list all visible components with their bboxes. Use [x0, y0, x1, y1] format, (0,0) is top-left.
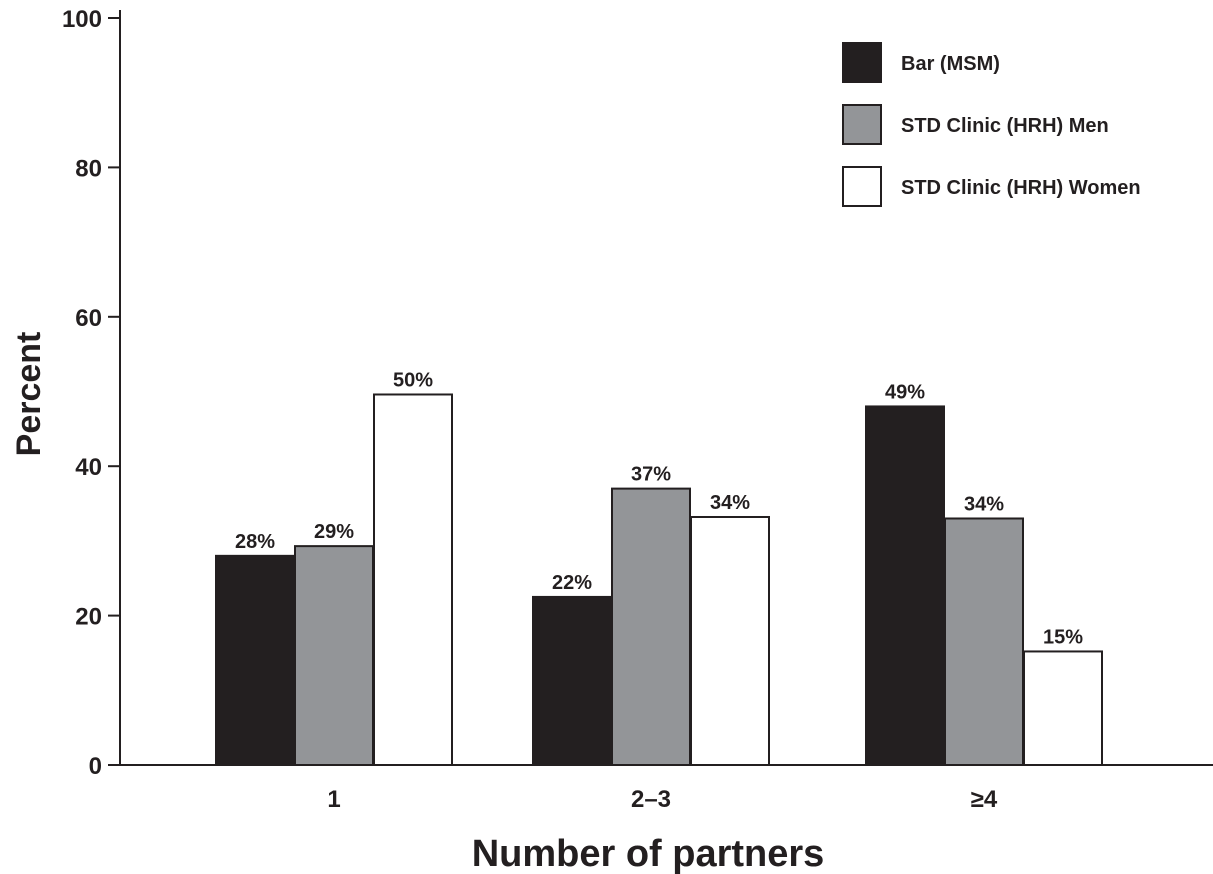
y-tick-label: 20 — [75, 604, 102, 631]
y-tick-label: 40 — [75, 454, 102, 481]
bar — [944, 517, 1024, 766]
y-tick-label: 0 — [89, 753, 102, 780]
y-tick-label: 60 — [75, 305, 102, 332]
bar-value-label: 34% — [710, 492, 750, 514]
bar — [532, 595, 612, 766]
bars: 28% 29% 50% 1 22% 37% 34% 2–3 49% 34% 15% ≥4 — [215, 369, 1103, 813]
bar-value-label: 28% — [235, 531, 275, 553]
x-category-label: ≥4 — [971, 786, 998, 813]
legend-label: STD Clinic (HRH) Men — [901, 115, 1109, 137]
bar — [215, 554, 295, 767]
bar-value-label: 37% — [631, 464, 671, 486]
x-axis-title: Number of partners — [472, 833, 825, 874]
bar-value-label: 22% — [552, 572, 592, 594]
bar — [373, 393, 453, 766]
bar — [690, 515, 770, 766]
bar — [1023, 650, 1103, 766]
legend-swatch — [842, 104, 882, 145]
bar-value-label: 34% — [964, 493, 1004, 515]
legend: Bar (MSM) STD Clinic (HRH) Men STD Clinic … — [842, 42, 1141, 207]
legend-swatch — [842, 42, 882, 83]
bar — [611, 487, 691, 766]
y-tick-label: 100 — [62, 6, 102, 33]
bar-value-label: 50% — [393, 369, 433, 391]
bar — [294, 545, 374, 767]
legend-swatch — [842, 166, 882, 207]
bar-value-label: 29% — [314, 521, 354, 543]
y-tick-label: 80 — [75, 155, 102, 182]
legend-label: Bar (MSM) — [901, 53, 1000, 75]
bar-value-label: 49% — [885, 381, 925, 403]
bar — [865, 405, 945, 766]
legend-label: STD Clinic (HRH) Women — [901, 177, 1141, 199]
x-category-label: 1 — [327, 786, 340, 813]
bar-value-label: 15% — [1043, 626, 1083, 648]
y-axis-title: Percent — [10, 332, 48, 457]
x-category-label: 2–3 — [631, 786, 671, 813]
